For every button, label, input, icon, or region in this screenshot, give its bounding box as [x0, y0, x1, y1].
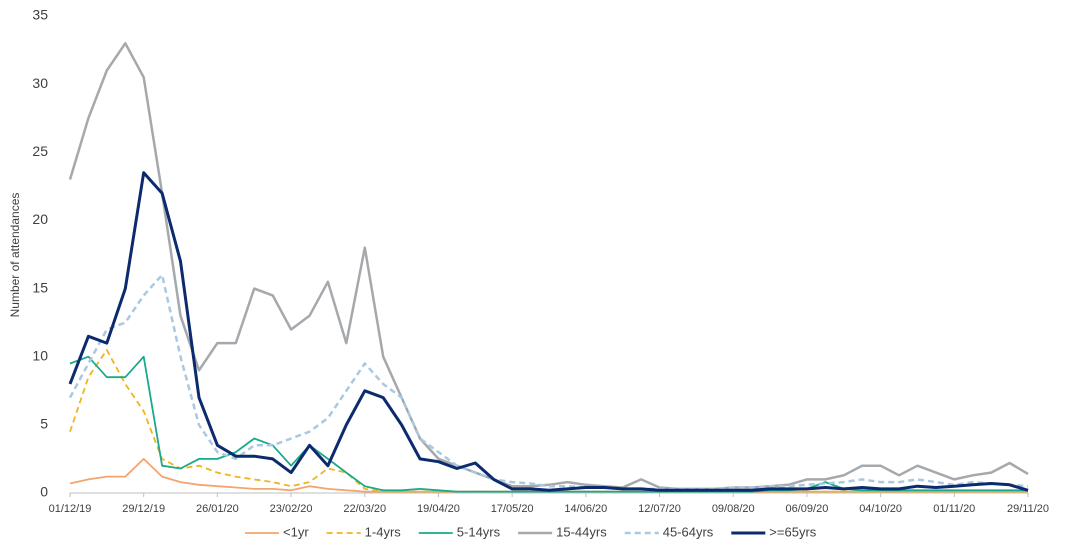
x-tick-label: 26/01/20 — [196, 503, 239, 515]
x-tick-label: 29/11/20 — [1007, 503, 1049, 515]
y-tick-label: 15 — [32, 279, 48, 295]
x-tick-label: 22/03/20 — [343, 503, 386, 515]
x-tick-label: 19/04/20 — [417, 503, 460, 515]
series-line — [68, 273, 1029, 491]
x-tick-label: 23/02/20 — [270, 503, 313, 515]
y-axis-title: Number of attendances — [8, 193, 22, 318]
x-tick-label: 09/08/20 — [712, 503, 755, 515]
legend-label: >=65yrs — [769, 524, 816, 539]
x-tick-label: 29/12/19 — [122, 503, 165, 515]
y-tick-label: 30 — [32, 75, 48, 91]
y-tick-label: 5 — [40, 416, 48, 432]
x-tick-label: 04/10/20 — [859, 503, 902, 515]
x-tick-label: 01/12/19 — [49, 503, 92, 515]
y-tick-label: 20 — [32, 211, 48, 227]
y-tick-label: 25 — [32, 143, 48, 159]
legend-label: <1yr — [283, 524, 309, 539]
legend-label: 15-44yrs — [556, 524, 607, 539]
series-line — [68, 42, 1029, 491]
series-line — [69, 355, 1028, 493]
x-tick-label: 14/06/20 — [564, 503, 607, 515]
series-line — [69, 349, 1028, 493]
series-line — [68, 171, 1029, 492]
x-tick-label: 01/11/20 — [933, 503, 975, 515]
x-tick-label: 17/05/20 — [491, 503, 534, 515]
y-tick-label: 0 — [40, 484, 48, 500]
legend-label: 5-14yrs — [457, 524, 501, 539]
y-tick-label: 35 — [32, 7, 48, 23]
x-tick-label: 12/07/20 — [638, 503, 681, 515]
y-tick-label: 10 — [32, 347, 48, 363]
legend-label: 45-64yrs — [663, 524, 714, 539]
x-tick-label: 06/09/20 — [786, 503, 829, 515]
legend-label: 1-4yrs — [365, 524, 402, 539]
